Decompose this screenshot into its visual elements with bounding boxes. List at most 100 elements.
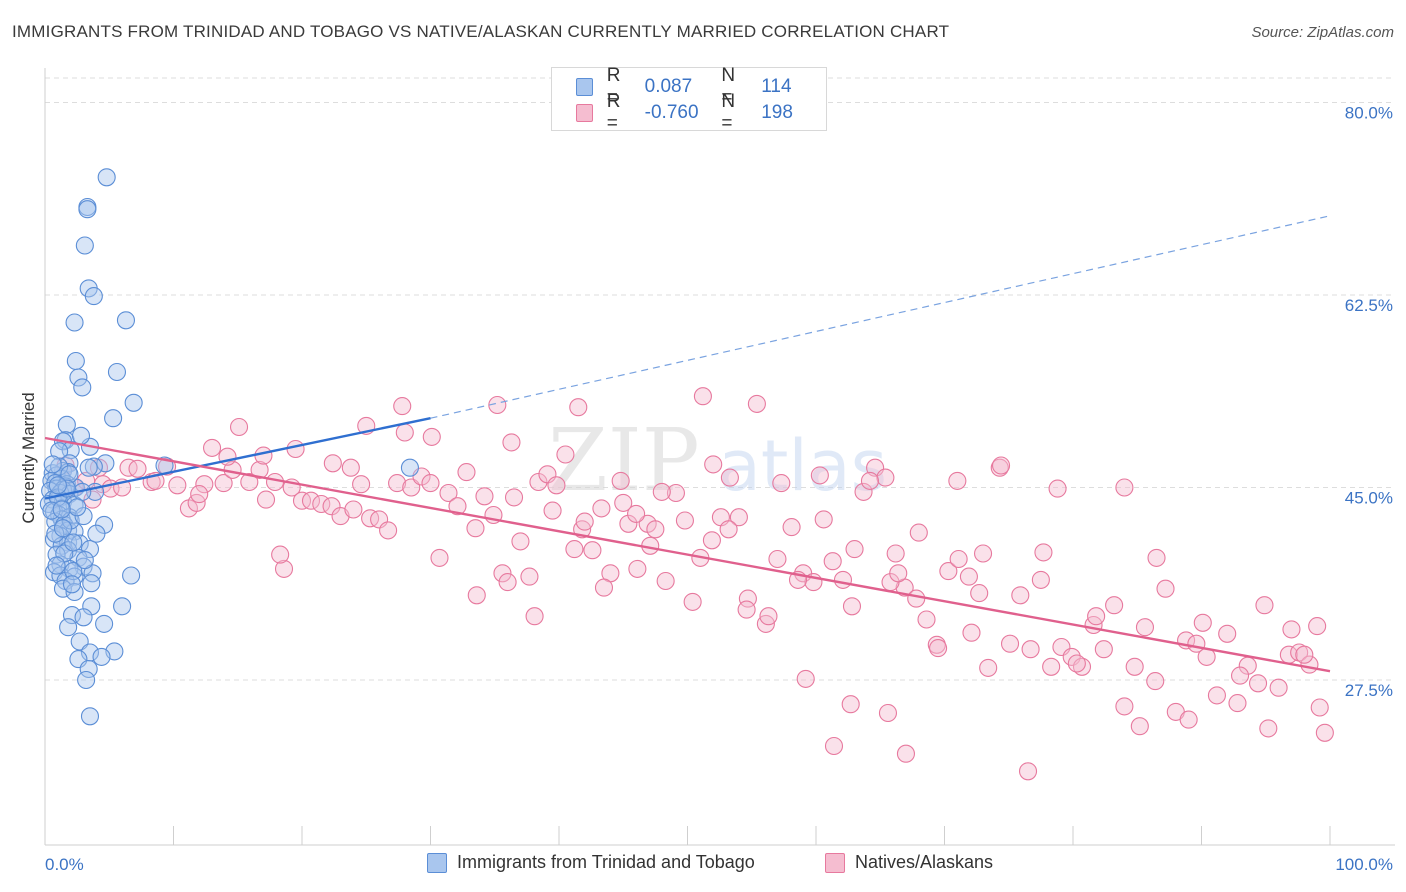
- data-point-natives[interactable]: [886, 544, 905, 563]
- data-point-natives[interactable]: [1011, 586, 1030, 605]
- data-point-trinidad[interactable]: [62, 606, 82, 625]
- data-point-natives[interactable]: [959, 567, 978, 586]
- data-point-trinidad[interactable]: [82, 574, 101, 593]
- data-point-natives[interactable]: [379, 521, 398, 540]
- data-point-natives[interactable]: [1094, 640, 1113, 659]
- data-point-natives[interactable]: [543, 501, 562, 520]
- data-point-natives[interactable]: [422, 427, 441, 446]
- data-point-trinidad[interactable]: [52, 500, 71, 519]
- data-point-natives[interactable]: [1105, 596, 1124, 615]
- data-point-natives[interactable]: [190, 485, 209, 504]
- data-point-natives[interactable]: [1072, 657, 1092, 676]
- data-point-trinidad[interactable]: [74, 608, 93, 627]
- data-point-natives[interactable]: [841, 695, 860, 714]
- data-point-natives[interactable]: [810, 466, 829, 485]
- data-point-natives[interactable]: [1207, 686, 1226, 705]
- data-point-natives[interactable]: [1282, 620, 1301, 639]
- data-point-natives[interactable]: [719, 520, 738, 539]
- data-point-trinidad[interactable]: [71, 426, 91, 445]
- data-point-natives[interactable]: [466, 519, 485, 538]
- data-point-natives[interactable]: [666, 483, 685, 503]
- data-point-trinidad[interactable]: [74, 557, 93, 576]
- data-point-trinidad[interactable]: [70, 534, 89, 553]
- data-point-natives[interactable]: [1179, 710, 1198, 729]
- data-point-trinidad[interactable]: [75, 236, 94, 255]
- data-point-natives[interactable]: [1218, 624, 1237, 643]
- data-point-trinidad[interactable]: [43, 455, 62, 474]
- data-point-natives[interactable]: [772, 474, 791, 493]
- data-point-natives[interactable]: [457, 463, 476, 482]
- data-point-trinidad[interactable]: [124, 393, 143, 412]
- data-point-trinidad[interactable]: [78, 200, 97, 219]
- data-point-trinidad[interactable]: [95, 614, 114, 633]
- data-point-natives[interactable]: [860, 471, 880, 490]
- data-point-natives[interactable]: [525, 607, 544, 626]
- data-point-trinidad[interactable]: [64, 533, 83, 552]
- data-point-natives[interactable]: [948, 471, 967, 490]
- data-point-natives[interactable]: [203, 438, 222, 457]
- data-point-trinidad[interactable]: [75, 551, 94, 570]
- data-point-natives[interactable]: [1115, 478, 1134, 497]
- data-point-natives[interactable]: [949, 549, 968, 569]
- data-point-trinidad[interactable]: [97, 168, 116, 187]
- data-point-trinidad[interactable]: [84, 287, 103, 306]
- data-point-natives[interactable]: [824, 736, 844, 756]
- data-point-natives[interactable]: [286, 439, 305, 459]
- legend-item-natives[interactable]: Natives/Alaskans: [825, 852, 993, 873]
- data-point-natives[interactable]: [1156, 579, 1175, 598]
- data-point-trinidad[interactable]: [48, 476, 67, 495]
- data-point-natives[interactable]: [475, 487, 494, 506]
- data-point-trinidad[interactable]: [79, 659, 98, 679]
- data-point-trinidad[interactable]: [69, 368, 88, 387]
- data-point-natives[interactable]: [448, 497, 467, 516]
- data-point-trinidad[interactable]: [68, 498, 87, 517]
- data-point-natives[interactable]: [168, 476, 187, 495]
- data-point-natives[interactable]: [430, 548, 449, 567]
- data-point-trinidad[interactable]: [66, 351, 85, 371]
- data-point-natives[interactable]: [493, 564, 512, 583]
- data-point-trinidad[interactable]: [96, 454, 115, 473]
- data-point-natives[interactable]: [652, 482, 671, 501]
- data-point-natives[interactable]: [1255, 596, 1274, 615]
- data-point-natives[interactable]: [467, 586, 486, 605]
- data-point-natives[interactable]: [729, 508, 748, 527]
- data-point-natives[interactable]: [628, 559, 647, 578]
- data-point-natives[interactable]: [439, 483, 458, 503]
- data-point-trinidad[interactable]: [73, 378, 92, 397]
- data-point-natives[interactable]: [675, 511, 694, 530]
- data-point-natives[interactable]: [1248, 674, 1268, 693]
- data-point-natives[interactable]: [693, 387, 712, 406]
- data-point-natives[interactable]: [814, 510, 833, 529]
- data-point-trinidad[interactable]: [92, 647, 111, 666]
- data-point-natives[interactable]: [737, 600, 756, 619]
- data-point-natives[interactable]: [782, 518, 801, 537]
- data-point-natives[interactable]: [421, 474, 440, 493]
- data-point-natives[interactable]: [195, 475, 214, 494]
- data-point-natives[interactable]: [854, 482, 873, 501]
- data-point-natives[interactable]: [1067, 654, 1086, 673]
- data-point-natives[interactable]: [747, 394, 766, 413]
- data-point-trinidad[interactable]: [77, 670, 96, 690]
- data-point-natives[interactable]: [344, 500, 363, 519]
- data-point-natives[interactable]: [520, 567, 539, 586]
- data-point-natives[interactable]: [889, 564, 908, 583]
- data-point-trinidad[interactable]: [53, 579, 73, 598]
- data-point-natives[interactable]: [1000, 634, 1020, 653]
- data-point-natives[interactable]: [1087, 607, 1106, 626]
- data-point-natives[interactable]: [876, 468, 895, 487]
- data-point-natives[interactable]: [1315, 723, 1334, 742]
- data-point-natives[interactable]: [611, 471, 630, 490]
- data-point-trinidad[interactable]: [47, 556, 66, 575]
- data-point-natives[interactable]: [1034, 543, 1053, 562]
- data-point-trinidad[interactable]: [400, 458, 419, 477]
- data-point-natives[interactable]: [1310, 698, 1329, 717]
- data-point-trinidad[interactable]: [104, 409, 123, 428]
- data-point-natives[interactable]: [939, 562, 958, 581]
- data-point-natives[interactable]: [274, 559, 294, 578]
- data-point-trinidad[interactable]: [59, 618, 78, 637]
- data-point-natives[interactable]: [962, 623, 981, 642]
- data-point-natives[interactable]: [1147, 548, 1166, 567]
- legend-item-trinidad[interactable]: Immigrants from Trinidad and Tobago: [427, 852, 755, 873]
- data-point-natives[interactable]: [301, 491, 321, 510]
- data-point-natives[interactable]: [547, 476, 566, 495]
